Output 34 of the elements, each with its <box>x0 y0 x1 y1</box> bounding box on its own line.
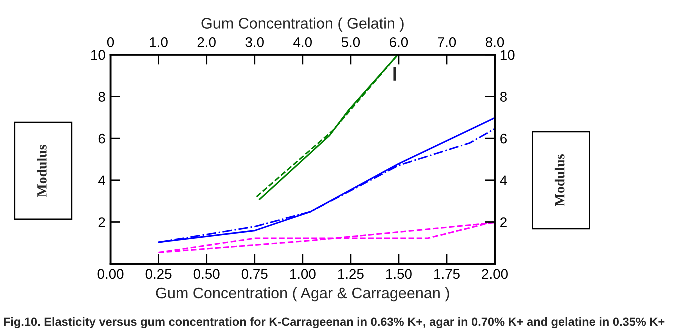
y-tick-label: 6 <box>98 134 106 144</box>
y-tick-label: 8 <box>98 92 106 102</box>
y2-tick-label: 6 <box>500 134 507 144</box>
y-tick-label: 10 <box>92 50 106 60</box>
x-tick-label: 1.00 <box>290 269 316 280</box>
y2-tick-label: 10 <box>500 50 515 60</box>
x-tick-label: 0.75 <box>242 269 268 280</box>
y-axis-title: Modulus <box>37 145 47 198</box>
x2-tick-label: 3.0 <box>246 38 264 48</box>
x-tick-label: 0.25 <box>146 269 172 280</box>
x-tick-label: 1.50 <box>386 269 412 280</box>
x2-tick-label: 4.0 <box>294 38 312 48</box>
annotation: I <box>394 68 397 81</box>
y-tick-label: 2 <box>98 218 106 228</box>
x2-axis-title: Gum Concentration ( Gelatin ) <box>202 18 404 32</box>
x2-tick-label: 2.0 <box>198 38 216 48</box>
x2-tick-label: 6.0 <box>390 38 408 48</box>
y2-tick-label: 2 <box>500 218 507 228</box>
x2-tick-label: 1.0 <box>150 38 168 48</box>
x2-tick-label: 5.0 <box>342 38 360 48</box>
y-tick-label: 4 <box>98 176 106 186</box>
x2-tick-label: 0 <box>107 38 114 48</box>
x-tick-label: 1.25 <box>338 269 364 280</box>
caption: Fig.10. Elasticity versus gum concentration for K-Carrageenan in 0.63% K+, agar in 0.70% K+ and gelatine in 0.35% K+ <box>4 317 665 329</box>
x-tick-label: 2.00 <box>482 269 508 280</box>
x-axis-title: Gum Concentration ( Agar & Carrageenan ) <box>156 287 450 302</box>
x2-tick-label: 7.0 <box>438 38 456 48</box>
y2-axis-title: Modulus <box>554 154 565 206</box>
x-tick-label: 0.00 <box>98 269 124 280</box>
x-tick-label: 0.50 <box>194 269 220 280</box>
y2-tick-label: 4 <box>500 176 508 186</box>
x2-tick-label: 8.0 <box>486 38 504 48</box>
x-tick-label: 1.75 <box>434 269 460 280</box>
y2-tick-label: 8 <box>500 92 507 102</box>
